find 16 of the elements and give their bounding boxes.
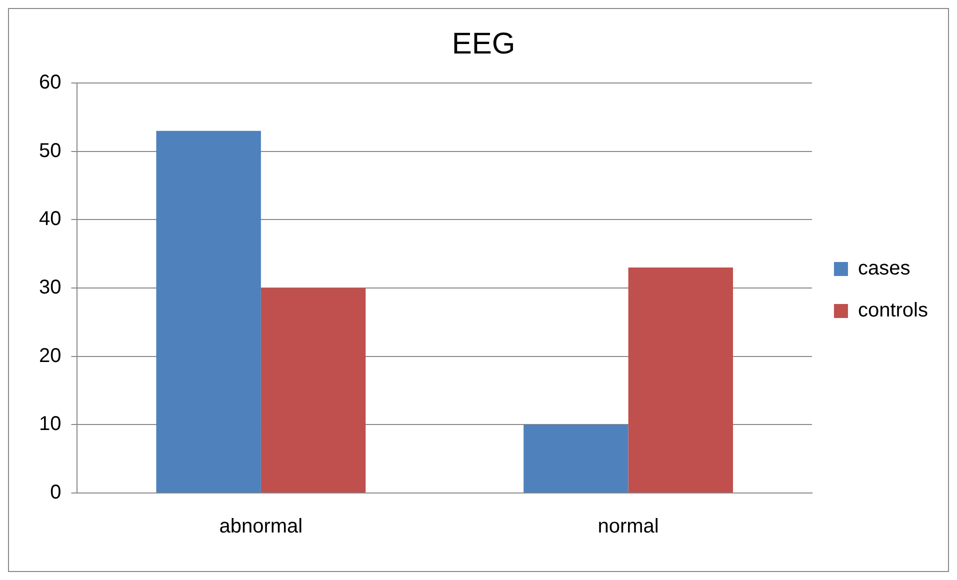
y-tick-label: 50	[38, 140, 62, 162]
x-tick-label: normal	[598, 516, 659, 538]
legend-label: controls	[858, 300, 928, 322]
y-tick-label: 30	[38, 276, 62, 299]
bar	[524, 424, 628, 492]
bar	[628, 268, 733, 492]
x-tick-label: abnormal	[219, 516, 303, 538]
y-tick-label: 40	[38, 208, 62, 230]
y-tick-label: 20	[38, 344, 62, 367]
y-tick-label: 60	[38, 72, 62, 94]
bar	[260, 288, 366, 492]
bar	[156, 130, 261, 492]
y-tick-label: 0	[50, 482, 62, 504]
legend-label: cases	[858, 258, 910, 280]
y-tick-label: 10	[38, 413, 62, 436]
chart-title: EEG	[452, 27, 516, 60]
